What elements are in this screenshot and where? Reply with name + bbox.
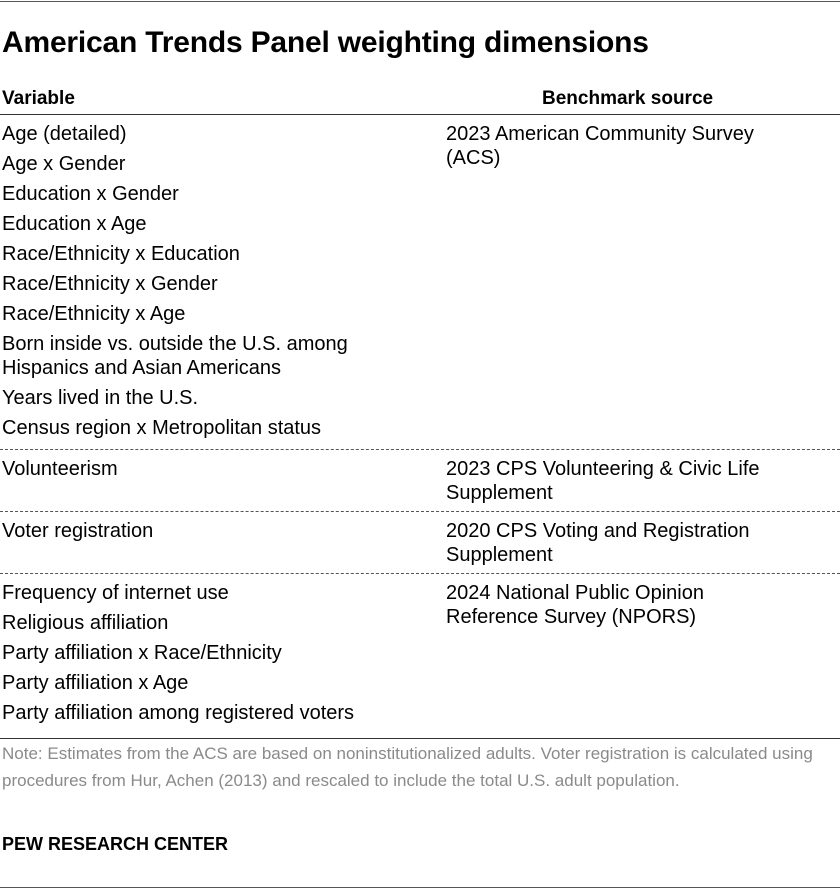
variable: Education x Gender	[2, 183, 179, 205]
variable: Education x Age	[2, 213, 147, 235]
variable: Race/Ethnicity x Age	[2, 303, 186, 325]
variable: Volunteerism	[2, 458, 118, 480]
source-cell: 2023 CPS Volunteering & Civic Life Suppl…	[446, 458, 760, 504]
footer: PEW RESEARCH CENTER	[2, 834, 229, 854]
top-rule	[0, 1, 840, 2]
row-group: Age (detailed) Age x Gender Education x Ge…	[0, 115, 840, 450]
variable: Born inside vs. outside the U.S. among H…	[2, 333, 348, 379]
source-cell: 2023 American Community Survey (ACS)	[446, 123, 754, 169]
variable: Party affiliation among registered voter…	[2, 702, 355, 724]
variable: Census region x Metropolitan status	[2, 417, 322, 439]
row-group: Frequency of internet use Religious affil…	[0, 574, 840, 739]
source-cell: 2020 CPS Voting and Registration Supplem…	[446, 520, 750, 566]
variable: Frequency of internet use	[2, 582, 229, 604]
variable: Years lived in the U.S.	[2, 387, 199, 409]
row-group: Voter registration 2020 CPS Voting and Re…	[0, 512, 840, 574]
variable: Voter registration	[2, 520, 154, 542]
variable: Age x Gender	[2, 153, 126, 175]
variable: Party affiliation x Race/Ethnicity	[2, 642, 282, 664]
variable-cell: Voter registration	[0, 516, 446, 567]
header-cell: Variable	[2, 88, 75, 109]
variable: Race/Ethnicity x Gender	[2, 273, 218, 295]
row-group: Volunteerism 2023 CPS Volunteering & Civi…	[0, 450, 840, 512]
variable-cell: Frequency of internet use Religious affil…	[0, 578, 446, 728]
table: Variable Benchmark source Age (detailed)…	[0, 88, 840, 739]
variable: Religious affiliation	[2, 612, 169, 634]
variable: Age (detailed)	[2, 123, 127, 145]
header-row: Variable Benchmark source	[0, 88, 840, 115]
source-cell: 2024 National Public Opinion Reference S…	[446, 582, 704, 628]
variable-cell: Volunteerism	[0, 454, 446, 505]
variable: Race/Ethnicity x Education	[2, 243, 240, 265]
variable: Party affiliation x Age	[2, 672, 189, 694]
title: American Trends Panel weighting dimensio…	[2, 26, 649, 59]
bottom-rule	[0, 887, 840, 888]
variable-cell: Age (detailed) Age x Gender Education x Ge…	[0, 119, 446, 443]
note: Note: Estimates from the ACS are based o…	[2, 744, 813, 790]
header-cell: Benchmark source	[542, 88, 714, 109]
